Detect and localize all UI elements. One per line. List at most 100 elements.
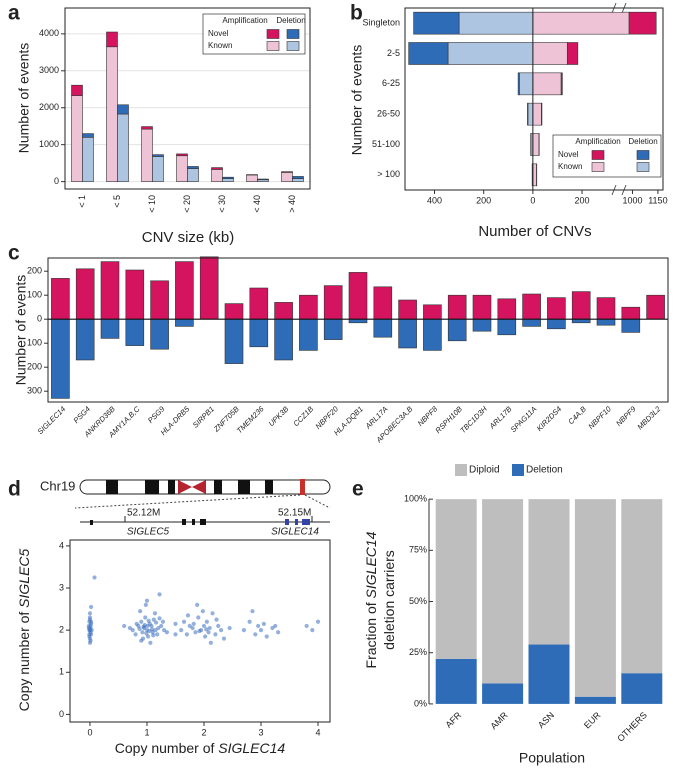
bar <box>100 318 120 339</box>
bar <box>571 291 591 320</box>
bar <box>482 683 524 704</box>
legend-swatch <box>266 29 280 39</box>
band <box>168 480 175 494</box>
bar <box>82 133 94 138</box>
point <box>87 619 92 624</box>
y-axis-label-part: Fraction of <box>363 598 379 668</box>
exon <box>200 519 206 525</box>
point <box>134 621 139 626</box>
bar <box>249 318 269 348</box>
point <box>88 632 94 637</box>
y-tick-label: 1000 <box>39 139 59 149</box>
legend-label: Diploid <box>469 465 500 476</box>
bar <box>71 84 83 96</box>
point <box>193 630 198 635</box>
bar <box>528 644 570 704</box>
point <box>149 623 154 629</box>
point <box>261 621 266 626</box>
band <box>238 480 250 494</box>
bar <box>224 318 244 364</box>
bar <box>596 297 616 320</box>
x-tick-label: KIR2DS4 <box>535 404 563 432</box>
x-axis-label: Copy number of SIGLEC14 <box>115 740 286 756</box>
legend-label: Deletion <box>526 465 563 476</box>
bar <box>106 46 118 182</box>
bar <box>125 318 145 346</box>
legend-swatch <box>636 150 650 160</box>
y-axis-label: Number of events <box>349 45 365 156</box>
x-tick-label: 0 <box>87 727 92 737</box>
y-tick-label: 3 <box>59 582 64 592</box>
point <box>185 613 191 618</box>
bar <box>106 31 118 48</box>
band <box>106 480 118 494</box>
point <box>197 628 202 634</box>
bar <box>532 42 568 65</box>
x-tick-label: UPK3B <box>267 404 291 428</box>
y-tick-label: 0 <box>37 314 42 324</box>
legend-header: Deletion <box>276 16 305 25</box>
panel-letter: e <box>352 478 364 501</box>
y-tick-label: 51-100 <box>372 139 400 149</box>
x-tick-label: NBPF8 <box>416 404 440 428</box>
region-marker <box>300 479 305 495</box>
bar <box>117 113 129 182</box>
bar <box>257 178 269 181</box>
x-tick-label: 200 <box>476 195 491 205</box>
bar <box>100 261 120 320</box>
point <box>195 602 200 607</box>
x-tick-label: 2 <box>201 727 206 737</box>
point <box>304 623 309 629</box>
bar <box>472 318 492 332</box>
plot-frame <box>64 7 311 190</box>
x-tick-label: 4 <box>316 727 321 737</box>
bar <box>522 318 541 327</box>
point <box>241 628 247 633</box>
bar <box>628 11 657 35</box>
point <box>256 623 261 629</box>
bar <box>211 167 223 170</box>
y-tick-label: 0 <box>54 176 59 186</box>
legend-header: Amplification <box>575 137 620 146</box>
legend-swatch <box>266 41 280 51</box>
bar <box>176 155 188 182</box>
x-tick-label: SPAG11A <box>509 404 539 434</box>
bar <box>497 318 517 336</box>
plot-frame <box>69 539 331 723</box>
x-axis-label-part: Copy number of <box>115 740 219 756</box>
point <box>181 619 187 624</box>
bar <box>141 128 153 182</box>
bar <box>447 294 467 320</box>
x-tick-label: 1 <box>144 727 149 737</box>
bar <box>413 11 460 35</box>
point <box>155 632 160 637</box>
point <box>210 611 215 616</box>
point <box>144 631 149 636</box>
bar <box>222 178 234 182</box>
x-tick-label: TBC1D3H <box>458 404 489 435</box>
bar <box>249 287 269 320</box>
y-tick-label: 0 <box>59 709 64 719</box>
y-tick-label: 26-50 <box>377 109 400 119</box>
legend-swatch <box>591 150 605 160</box>
exon <box>90 520 93 525</box>
point <box>146 618 151 623</box>
bar <box>373 286 393 320</box>
point <box>315 619 321 624</box>
x-tick-label: ASN <box>536 710 556 730</box>
bar <box>274 318 293 361</box>
bar <box>75 268 95 320</box>
y-tick-label: 100% <box>404 494 427 504</box>
x-tick-label: < 10 <box>147 195 157 213</box>
legend-header: Amplification <box>222 16 267 25</box>
x-tick-label: MBD3L2 <box>635 404 663 432</box>
y-tick-label: 1 <box>59 667 64 677</box>
bar <box>621 306 641 320</box>
point <box>213 632 218 637</box>
x-axis-label: Number of CNVs <box>478 223 591 240</box>
legend-swatch <box>512 464 524 476</box>
bar <box>176 153 188 157</box>
point <box>208 640 213 645</box>
bar <box>82 136 94 182</box>
x-tick-label: AMR <box>488 710 510 732</box>
